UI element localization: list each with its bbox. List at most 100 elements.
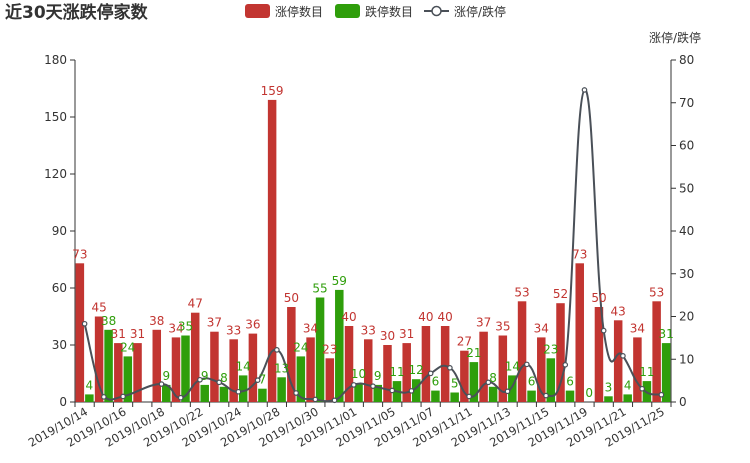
- ratio-point: [216, 379, 222, 386]
- limit-up-label: 31: [130, 327, 145, 341]
- ratio-line: [81, 87, 665, 404]
- limit-up-label: 43: [611, 304, 626, 318]
- limit-up-bar: [383, 345, 392, 402]
- limit-up-bar: [190, 312, 200, 402]
- right-axis-tick-label: 80: [679, 53, 694, 67]
- ratio-point: [389, 387, 396, 394]
- limit-up-bar: [248, 333, 258, 402]
- limit-up-bar: [633, 337, 642, 402]
- limit-down-bar: [219, 386, 229, 402]
- limit-down-bar: [238, 375, 248, 402]
- limit-up-bar: [479, 331, 488, 402]
- limit-up-label: 47: [188, 297, 203, 311]
- right-axis-tick-label: 70: [679, 96, 694, 110]
- limit-up-label: 27: [457, 335, 472, 349]
- right-axis-tick-label: 0: [679, 395, 687, 409]
- right-axis-tick-label: 60: [679, 139, 694, 153]
- legend-swatch-ratio-marker[interactable]: [431, 5, 442, 17]
- limit-down-label: 6: [432, 375, 440, 389]
- right-axis-name: 涨停/跌停: [649, 30, 701, 45]
- ratio-point: [101, 394, 107, 400]
- limit-down-bar: [508, 375, 517, 402]
- right-axis-tick-label: 30: [679, 267, 694, 281]
- limit-up-bar: [75, 263, 85, 402]
- ratio-point: [581, 87, 588, 93]
- limit-down-bar: [335, 289, 344, 402]
- limit-down-bar: [431, 390, 440, 402]
- limit-down-bar: [123, 356, 133, 402]
- limit-up-label: 40: [418, 310, 433, 324]
- chart-title: 近30天涨跌停家数: [5, 2, 149, 23]
- limit-up-label: 53: [649, 285, 664, 299]
- left-axis-tick-label: 30: [52, 338, 67, 352]
- ratio-point: [158, 381, 165, 387]
- limit-up-label: 34: [534, 321, 549, 335]
- limit-up-label: 73: [72, 247, 87, 261]
- limit-down-label: 14: [236, 359, 251, 373]
- limit-down-bar: [354, 383, 363, 402]
- limit-up-label: 31: [111, 327, 126, 341]
- limit-up-bar: [537, 337, 546, 402]
- ratio-line-path: [83, 88, 662, 403]
- limit-down-label: 0: [585, 386, 593, 400]
- ratio-point: [120, 393, 126, 400]
- limit-up-label: 159: [261, 84, 284, 98]
- limit-up-label: 50: [591, 291, 606, 305]
- data-labels: 7344538312431389343547937833143671591350…: [72, 84, 674, 400]
- limit-down-bar: [604, 396, 613, 402]
- ratio-point: [350, 382, 357, 388]
- legend-label-limit-up[interactable]: 涨停数目: [275, 4, 323, 19]
- ratio-point: [408, 388, 415, 394]
- limit-up-bar: [421, 326, 431, 402]
- limit-down-label: 55: [312, 282, 327, 296]
- limit-up-label: 36: [245, 318, 260, 332]
- limit-down-label: 9: [201, 369, 209, 383]
- limit-down-bar: [296, 356, 306, 402]
- limit-up-label: 33: [361, 323, 376, 337]
- limit-down-bar: [200, 384, 209, 402]
- ratio-point: [639, 385, 645, 392]
- limit-up-label: 35: [495, 320, 510, 334]
- limit-down-label: 5: [451, 377, 459, 391]
- ratio-point: [427, 370, 434, 377]
- legend-swatch-limit-down[interactable]: [335, 4, 360, 18]
- limit-up-bar: [210, 331, 219, 402]
- legend-swatch-limit-up[interactable]: [245, 4, 270, 18]
- limit-up-bar: [344, 326, 354, 402]
- limit-down-bar: [315, 297, 325, 402]
- limit-up-bar: [498, 335, 508, 402]
- limit-up-bar: [460, 350, 469, 402]
- limit-down-label: 23: [543, 342, 558, 356]
- limit-up-bar: [287, 307, 296, 402]
- limit-up-label: 33: [226, 323, 241, 337]
- limit-up-bar: [575, 263, 584, 402]
- ratio-point: [658, 391, 665, 398]
- limit-down-label: 4: [86, 378, 94, 392]
- limit-up-label: 23: [322, 342, 337, 356]
- limit-down-label: 8: [220, 371, 228, 385]
- limit-up-bar: [267, 99, 277, 403]
- legend[interactable]: 涨停数目 跌停数目 涨停/跌停: [245, 4, 506, 19]
- limit-up-label: 53: [514, 285, 529, 299]
- limit-down-bar: [162, 384, 171, 402]
- limit-up-label: 37: [476, 316, 491, 330]
- ratio-point: [562, 362, 569, 368]
- limit-up-bar: [114, 343, 123, 402]
- limit-up-bar: [402, 343, 411, 402]
- limit-up-bar: [652, 301, 661, 402]
- legend-label-limit-down[interactable]: 跌停数目: [365, 4, 413, 19]
- ratio-point: [177, 394, 184, 401]
- ratio-point: [254, 377, 261, 383]
- limit-down-label: 14: [505, 359, 520, 373]
- limit-up-label: 34: [168, 321, 183, 335]
- limit-down-label: 21: [466, 346, 481, 360]
- ratio-point: [600, 327, 607, 334]
- legend-label-ratio[interactable]: 涨停/跌停: [454, 4, 506, 19]
- limit-down-label: 4: [624, 378, 632, 392]
- limit-up-label: 50: [284, 291, 299, 305]
- limit-up-label: 34: [630, 321, 645, 335]
- left-axis-tick-label: 0: [59, 395, 67, 409]
- limit-up-label: 31: [399, 327, 414, 341]
- left-axis-tick-label: 90: [52, 224, 67, 238]
